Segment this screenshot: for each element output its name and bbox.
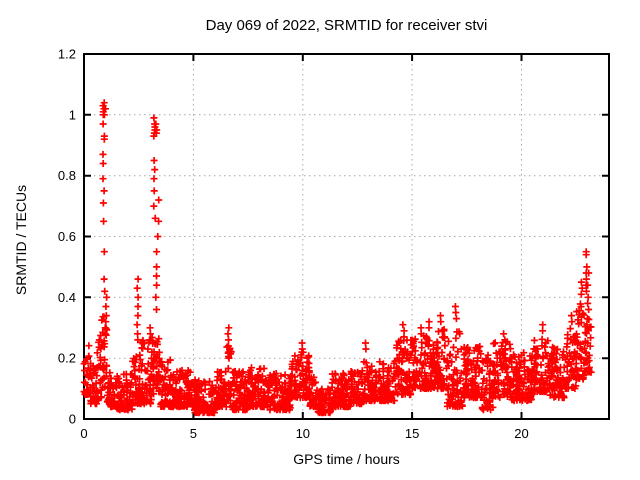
x-tick-label: 20 bbox=[514, 426, 528, 441]
x-tick-label: 0 bbox=[80, 426, 87, 441]
y-tick-label: 1 bbox=[69, 107, 76, 122]
y-tick-label: 0.2 bbox=[58, 351, 76, 366]
data-points bbox=[80, 99, 595, 417]
x-tick-label: 15 bbox=[405, 426, 419, 441]
y-tick-label: 0.6 bbox=[58, 229, 76, 244]
axis-ticks bbox=[83, 53, 609, 420]
y-tick-label: 1.2 bbox=[58, 47, 76, 62]
chart-title: Day 069 of 2022, SRMTID for receiver stv… bbox=[205, 17, 488, 34]
y-tick-label: 0 bbox=[69, 412, 76, 427]
x-axis-label: GPS time / hours bbox=[293, 451, 400, 467]
y-tick-label: 0.8 bbox=[58, 168, 76, 183]
x-tick-label: 10 bbox=[296, 426, 310, 441]
x-tick-label: 5 bbox=[190, 426, 197, 441]
y-tick-label: 0.4 bbox=[58, 290, 76, 305]
